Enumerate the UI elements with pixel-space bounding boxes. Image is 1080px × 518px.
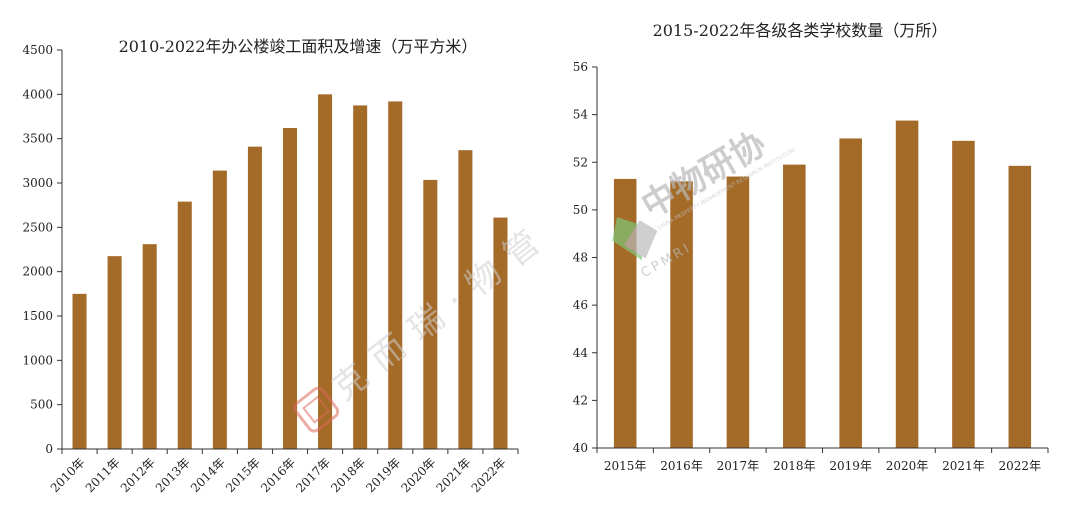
y-axis-ticks: 40 42 44 46 48 50 52 54 56 xyxy=(573,60,597,455)
x-tick-label: 2022年 xyxy=(999,459,1042,473)
y-tick-label: 500 xyxy=(30,398,53,412)
x-tick-label: 2014年 xyxy=(188,455,228,495)
x-tick-label: 2018年 xyxy=(773,459,816,473)
office-completion-chart: 2010-2022年办公楼竣工面积及增速（万平方米） 0 500 1000 1500 2… xyxy=(22,37,519,495)
x-tick-label: 2019年 xyxy=(829,459,872,473)
x-tick-label: 2017年 xyxy=(293,455,333,495)
x-axis-ticks: 2015年 2016年 2017年 2018年 2019年 2020年 2021年 2022年 xyxy=(596,448,1049,473)
x-tick-label: 2021年 xyxy=(942,459,985,473)
bar xyxy=(177,201,192,449)
bar xyxy=(952,140,975,448)
y-tick-label: 3500 xyxy=(22,132,53,146)
y-tick-label: 4500 xyxy=(22,43,53,57)
bar xyxy=(1008,165,1032,448)
x-tick-label: 2016年 xyxy=(660,459,703,473)
bar xyxy=(783,164,806,448)
x-tick-label: 2016年 xyxy=(258,455,298,495)
y-tick-label: 2500 xyxy=(22,220,53,234)
bar xyxy=(423,179,438,449)
y-tick-label: 0 xyxy=(45,442,53,456)
y-tick-label: 52 xyxy=(573,155,588,169)
schools-count-chart: 2015-2022年各级各类学校数量（万所） 40 42 44 46 48 50 52 54 5… xyxy=(573,21,1049,473)
x-tick-label: 2017年 xyxy=(717,459,760,473)
x-tick-label: 2021年 xyxy=(434,455,474,495)
bar xyxy=(212,170,227,449)
bar-series xyxy=(72,94,508,450)
x-tick-label: 2019年 xyxy=(363,455,403,495)
y-tick-label: 54 xyxy=(573,108,589,122)
x-tick-label: 2012年 xyxy=(118,455,158,495)
bar xyxy=(247,146,262,449)
bar xyxy=(493,217,508,449)
y-tick-label: 1000 xyxy=(22,353,53,367)
y-tick-label: 50 xyxy=(573,203,588,217)
bar xyxy=(388,101,403,450)
x-tick-label: 2020年 xyxy=(886,459,929,473)
bar xyxy=(458,150,473,449)
y-tick-label: 40 xyxy=(573,441,588,455)
seal-logo-icon xyxy=(293,386,340,433)
x-tick-label: 2018年 xyxy=(328,455,368,495)
y-tick-label: 3000 xyxy=(22,176,53,190)
x-tick-label: 2011年 xyxy=(83,455,123,495)
chart-title: 2010-2022年办公楼竣工面积及增速（万平方米） xyxy=(119,37,478,56)
y-axis-ticks: 0 500 1000 1500 2000 2500 3000 3500 4000 4500 xyxy=(22,43,62,456)
y-tick-label: 4000 xyxy=(22,87,53,101)
bar xyxy=(142,244,157,449)
bar xyxy=(670,181,693,449)
bar xyxy=(107,256,122,449)
x-tick-label: 2022年 xyxy=(469,455,509,495)
bar xyxy=(318,94,333,449)
y-tick-label: 46 xyxy=(573,298,588,312)
bar xyxy=(895,120,919,448)
x-tick-label: 2020年 xyxy=(398,455,438,495)
y-tick-label: 56 xyxy=(573,60,588,74)
cpmri-logo-icon xyxy=(612,217,658,261)
y-tick-label: 42 xyxy=(573,393,588,407)
x-tick-label: 2010年 xyxy=(48,455,88,495)
bar xyxy=(839,138,862,448)
x-tick-label: 2015年 xyxy=(223,455,263,495)
x-axis-ticks: 2010年2011年2012年2013年2014年2015年2016年2017年… xyxy=(48,449,519,495)
y-tick-label: 48 xyxy=(573,251,588,265)
bar xyxy=(726,176,750,449)
x-tick-label: 2013年 xyxy=(153,455,193,495)
y-tick-label: 2000 xyxy=(22,265,53,279)
y-tick-label: 1500 xyxy=(22,309,53,323)
chart-title: 2015-2022年各级各类学校数量（万所） xyxy=(653,21,948,40)
x-tick-label: 2015年 xyxy=(604,459,647,473)
bar xyxy=(282,128,298,449)
bar xyxy=(72,293,87,449)
y-tick-label: 44 xyxy=(573,346,589,360)
bar-series xyxy=(613,120,1032,449)
bar xyxy=(353,105,368,450)
